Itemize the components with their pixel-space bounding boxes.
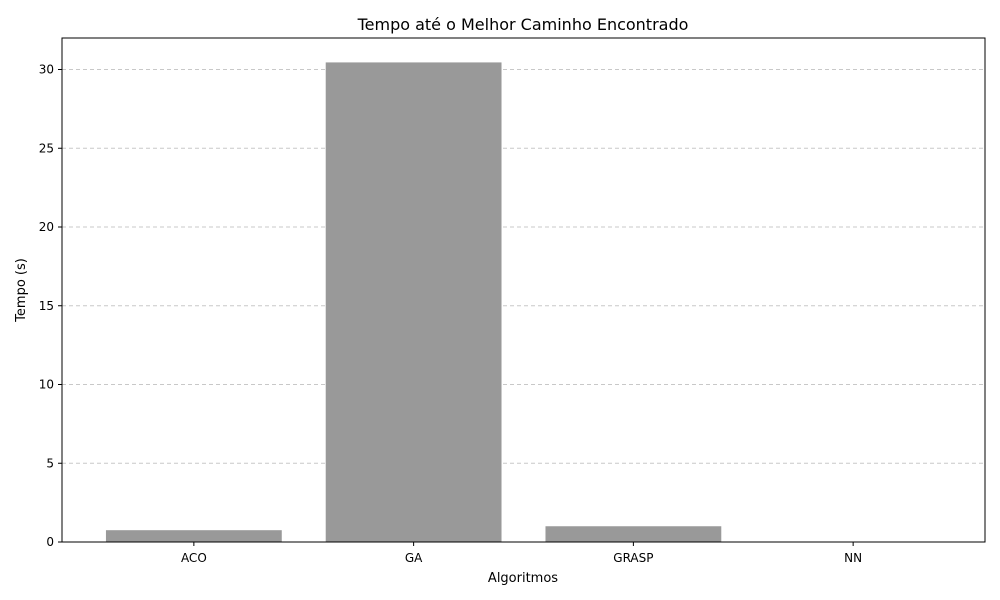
x-axis-label: Algoritmos xyxy=(488,571,558,586)
y-tick-label: 20 xyxy=(39,220,54,234)
x-tick-label: GA xyxy=(405,551,423,565)
bars-group xyxy=(105,62,722,542)
x-tick-label: ACO xyxy=(181,551,207,565)
y-tick-label: 10 xyxy=(39,378,54,392)
x-tick-label: NN xyxy=(844,551,862,565)
y-axis-ticks: 0 5 10 15 20 25 30 xyxy=(39,63,62,549)
x-axis-ticks: ACO GA GRASP NN xyxy=(181,542,862,565)
y-axis-label: Tempo (s) xyxy=(14,258,29,323)
y-tick-label: 15 xyxy=(39,299,54,313)
y-tick-label: 0 xyxy=(46,535,54,549)
x-tick-label: GRASP xyxy=(613,551,653,565)
bar-grasp xyxy=(545,526,722,542)
y-tick-label: 30 xyxy=(39,63,54,77)
bar-ga xyxy=(325,62,502,542)
y-gridlines xyxy=(62,69,985,464)
y-tick-label: 5 xyxy=(46,456,54,470)
y-tick-label: 25 xyxy=(39,141,54,155)
chart-title: Tempo até o Melhor Caminho Encontrado xyxy=(357,15,689,34)
bar-aco xyxy=(105,530,282,542)
plot-frame xyxy=(61,37,986,543)
